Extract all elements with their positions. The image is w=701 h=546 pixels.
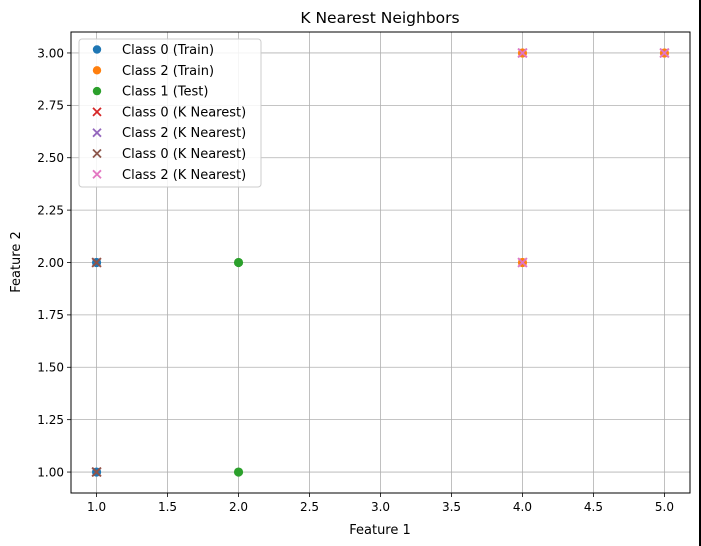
x-marker-stroke [517, 257, 528, 268]
data-points [91, 47, 670, 478]
circle-point-series-2 [233, 257, 244, 268]
x-point-series-5 [91, 257, 102, 268]
x-tick-label: 1.0 [87, 500, 106, 514]
x-marker-stroke [92, 148, 102, 159]
y-tick-label: 3.00 [37, 46, 64, 60]
legend: Class 0 (Train) Class 2 (Train) Class 1 (T… [78, 38, 262, 188]
legend-label: Class 0 (K Nearest) [122, 147, 246, 162]
legend-marker [92, 86, 102, 96]
x-tick-label: 5.0 [655, 500, 674, 514]
y-tick-label: 2.00 [37, 256, 64, 270]
x-tick-label: 2.5 [300, 500, 319, 514]
x-marker-stroke [659, 47, 670, 58]
y-axis-title: Feature 2 [9, 231, 24, 293]
y-tick-label: 1.00 [37, 465, 64, 479]
y-tick-label: 1.25 [37, 413, 64, 427]
legend-label: Class 2 (Train) [122, 64, 214, 79]
legend-marker [92, 148, 102, 159]
y-tick-label: 1.50 [37, 361, 64, 375]
legend-marker [92, 45, 102, 54]
axis-ticks: 1.0 1.5 2.0 2.5 3.0 3.5 4.0 4.5 5.0 1.00 1.25 1.50 1… [37, 46, 674, 514]
x-marker-stroke [92, 107, 102, 117]
x-marker-stroke [92, 169, 102, 179]
legend-label: Class 2 (K Nearest) [122, 126, 246, 141]
legend-label: Class 0 (K Nearest) [122, 105, 246, 120]
x-tick-label: 3.0 [371, 500, 390, 514]
x-point-series-5 [91, 467, 102, 478]
y-tick-label: 1.75 [37, 308, 64, 322]
x-point-series-6 [659, 47, 670, 58]
chart-title: K Nearest Neighbors [300, 9, 459, 27]
legend-label: Class 1 (Test) [122, 85, 208, 100]
grid [71, 32, 690, 493]
x-tick-label: 3.5 [442, 500, 461, 514]
x-marker-stroke [91, 467, 102, 478]
legend-marker [92, 128, 102, 138]
x-marker-stroke [92, 128, 102, 138]
y-tick-label: 2.25 [37, 203, 64, 217]
legend-box [78, 38, 262, 188]
x-tick-label: 4.0 [513, 500, 532, 514]
legend-label: Class 0 (Train) [122, 43, 214, 58]
y-tick-label: 2.75 [37, 99, 64, 113]
legend-label: Class 2 (K Nearest) [122, 168, 246, 183]
legend-marker [92, 66, 102, 75]
window-edge [699, 0, 701, 546]
x-marker-stroke [517, 47, 528, 58]
legend-marker [92, 169, 102, 179]
x-marker-stroke [91, 257, 102, 268]
circle-point-series-2 [233, 467, 244, 477]
x-point-series-6 [517, 257, 528, 268]
x-tick-label: 4.5 [584, 500, 603, 514]
x-tick-label: 1.5 [158, 500, 177, 514]
legend-marker [92, 107, 102, 117]
x-tick-label: 2.0 [229, 500, 248, 514]
x-axis-title: Feature 1 [349, 523, 411, 538]
x-point-series-6 [517, 47, 528, 58]
y-tick-label: 2.50 [37, 151, 64, 165]
